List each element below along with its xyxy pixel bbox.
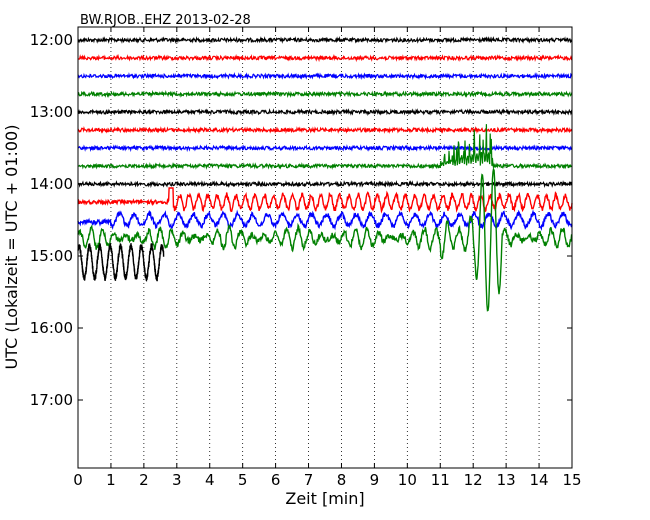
trace-row-1200 (77, 35, 572, 44)
chart-title: BW.RJOB..EHZ 2013-02-28 (80, 13, 251, 28)
trace-row-1500 (77, 243, 165, 282)
x-tick-label: 10 (398, 471, 417, 489)
x-tick-label: 4 (205, 471, 215, 489)
y-axis-ticks: 12:00 13:00 14:00 15:00 16:00 17:00 (30, 31, 572, 409)
trace-row-1300 (77, 107, 573, 117)
y-tick-label: 16:00 (30, 319, 73, 337)
trace-row-1345 (77, 124, 573, 170)
x-tick-label: 1 (106, 471, 116, 489)
trace-row-1245 (77, 89, 573, 99)
x-tick-label: 13 (497, 471, 516, 489)
trace-row-1400 (77, 180, 573, 189)
x-tick-label: 8 (337, 471, 347, 489)
trace-rows (77, 35, 573, 312)
x-tick-label: 14 (530, 471, 549, 489)
y-tick-label: 17:00 (30, 391, 73, 409)
y-tick-label: 14:00 (30, 175, 73, 193)
x-tick-label: 3 (172, 471, 182, 489)
x-tick-label: 2 (139, 471, 149, 489)
x-tick-label: 9 (370, 471, 380, 489)
x-tick-label: 12 (464, 471, 483, 489)
x-tick-label: 6 (271, 471, 281, 489)
x-tick-label: 7 (304, 471, 314, 489)
trace-row-1445 (77, 167, 573, 312)
plot-frame (77, 26, 573, 469)
trace-row-1215 (77, 53, 573, 63)
y-tick-label: 13:00 (30, 103, 73, 121)
x-tick-label: 5 (238, 471, 248, 489)
y-tick-label: 12:00 (30, 31, 73, 49)
trace-row-1430 (77, 209, 573, 232)
trace-row-1315 (77, 125, 573, 135)
trace-row-1230 (77, 71, 573, 81)
minute-grid (110, 27, 540, 468)
x-tick-label: 15 (562, 471, 581, 489)
x-tick-label: 0 (73, 471, 83, 489)
trace-row-1330 (77, 143, 573, 153)
trace-row-1415 (77, 187, 573, 214)
y-tick-label: 15:00 (30, 247, 73, 265)
y-axis-label: UTC (Lokalzeit = UTC + 01:00) (2, 125, 21, 370)
x-tick-label: 11 (431, 471, 450, 489)
x-axis-label: Zeit [min] (285, 489, 364, 508)
x-axis-ticks: 0 1 2 3 4 5 6 7 8 9 10 11 12 13 14 15 (73, 27, 582, 489)
